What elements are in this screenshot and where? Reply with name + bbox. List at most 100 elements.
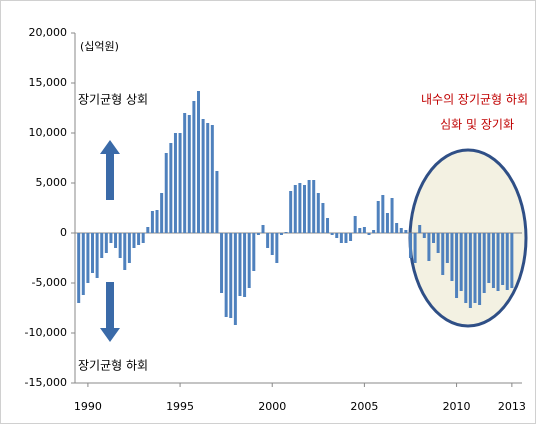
x-tick-label: 1995 (166, 400, 194, 413)
bar (224, 233, 228, 317)
bar (404, 230, 408, 233)
bar (510, 233, 514, 288)
y-tick-label: 10,000 (29, 126, 68, 139)
bar (450, 233, 454, 281)
annotation: 장기균형 상회 (78, 93, 148, 107)
bar (210, 125, 214, 233)
y-tick-label: -10,000 (25, 326, 67, 339)
bar (279, 233, 283, 235)
bar (155, 210, 159, 233)
bar (362, 227, 366, 233)
bar (275, 233, 279, 263)
y-tick-label: 15,000 (29, 76, 68, 89)
bar (192, 101, 196, 233)
bar (289, 191, 293, 233)
bar (395, 223, 399, 233)
bar (496, 233, 500, 291)
bar (376, 201, 380, 233)
bar (307, 180, 311, 233)
bar (270, 233, 274, 255)
bar (187, 115, 191, 233)
y-tick-label: 5,000 (36, 176, 68, 189)
x-tick-label: 2013 (498, 400, 526, 413)
bar (399, 228, 403, 233)
y-tick-label: -5,000 (32, 276, 67, 289)
bar (413, 233, 417, 263)
bar (81, 233, 85, 295)
bar (344, 233, 348, 243)
bar (316, 193, 320, 233)
annotation: 장기균형 하회 (78, 359, 148, 373)
bar (501, 233, 505, 285)
bar (464, 233, 468, 303)
bar (298, 183, 302, 233)
y-tick-label: 20,000 (29, 26, 68, 39)
down-arrow (100, 282, 120, 342)
bar (491, 233, 495, 288)
bar (330, 233, 334, 235)
bar (358, 228, 362, 233)
bar (326, 218, 330, 233)
bar (312, 180, 316, 233)
bar (229, 233, 233, 318)
bar (468, 233, 472, 308)
bar (367, 233, 371, 235)
bar (261, 225, 265, 233)
bar (91, 233, 95, 273)
annotation: 내수의 장기균형 하회 (421, 93, 528, 107)
bar (293, 185, 297, 233)
bar (321, 203, 325, 233)
bar (390, 198, 394, 233)
bar (173, 133, 177, 233)
bar (247, 233, 251, 288)
bar (436, 233, 440, 253)
unit-note: (십억원) (80, 40, 119, 53)
bar (100, 233, 104, 258)
bar (335, 233, 339, 238)
bar (178, 133, 182, 233)
bar (137, 233, 141, 245)
bar (353, 216, 357, 233)
x-tick-label: 2000 (258, 400, 286, 413)
bar (206, 123, 210, 233)
bar (197, 91, 201, 233)
bar (150, 211, 154, 233)
x-tick-label: 2010 (443, 400, 471, 413)
bar (183, 113, 187, 233)
bar (123, 233, 127, 270)
bar (95, 233, 99, 278)
bar (252, 233, 256, 271)
bar (418, 225, 422, 233)
annotation: 심화 및 장기화 (440, 118, 514, 132)
bar (220, 233, 224, 293)
bar (160, 193, 164, 233)
bar (77, 233, 81, 303)
bar (487, 233, 491, 283)
bar (408, 233, 412, 258)
bar (104, 233, 108, 253)
bar (372, 230, 376, 233)
bar (422, 233, 426, 238)
bar (169, 143, 173, 233)
bar (432, 233, 436, 243)
bar (238, 233, 242, 296)
bar (118, 233, 122, 258)
bar (243, 233, 247, 297)
bar (445, 233, 449, 263)
bar (233, 233, 237, 325)
y-tick-label: 0 (60, 226, 67, 239)
bar (381, 195, 385, 233)
bar (482, 233, 486, 293)
bar (256, 233, 260, 235)
bar (302, 185, 306, 233)
bar (266, 233, 270, 248)
bar (141, 233, 145, 243)
bar (164, 153, 168, 233)
x-tick-label: 2005 (350, 400, 378, 413)
bar (459, 233, 463, 291)
bar (215, 171, 219, 233)
bar (505, 233, 509, 290)
bar (146, 227, 150, 233)
bar (441, 233, 445, 275)
